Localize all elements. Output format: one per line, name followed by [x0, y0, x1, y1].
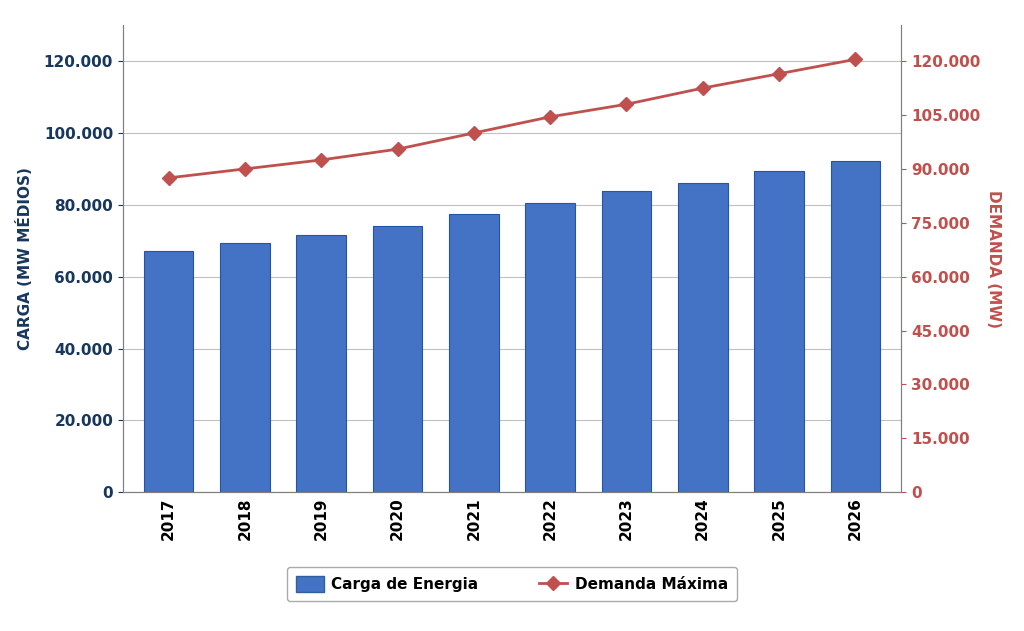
Bar [297, 235, 346, 492]
Bar [143, 251, 194, 492]
Bar [450, 214, 499, 492]
Y-axis label: DEMANDA (MW): DEMANDA (MW) [986, 190, 1001, 327]
Bar [220, 242, 269, 492]
Bar [678, 182, 727, 492]
Bar [373, 227, 422, 492]
Y-axis label: CARGA (MW MÉDIOS): CARGA (MW MÉDIOS) [15, 167, 33, 350]
Legend: Carga de Energia, Demanda Máxima: Carga de Energia, Demanda Máxima [287, 567, 737, 601]
Bar [525, 203, 574, 492]
Bar [830, 161, 881, 492]
Bar [755, 172, 804, 492]
Bar [602, 191, 651, 492]
